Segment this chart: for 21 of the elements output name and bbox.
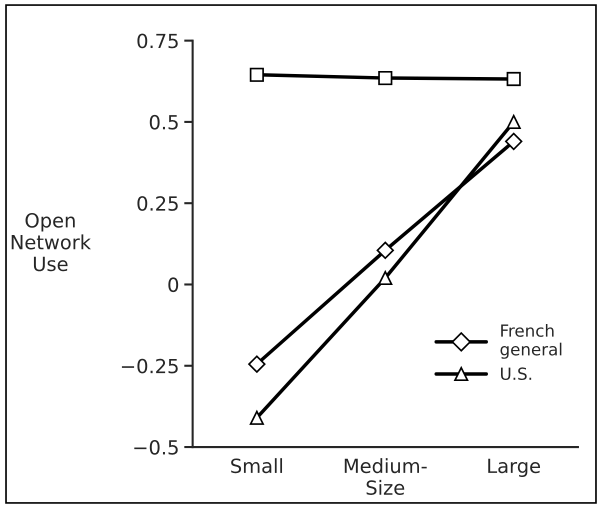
y-tick-label: 0.75 bbox=[137, 34, 178, 48]
point bbox=[250, 410, 264, 425]
y-tick-label: 0.25 bbox=[137, 196, 178, 211]
point bbox=[378, 270, 392, 286]
point bbox=[505, 132, 522, 150]
point bbox=[248, 355, 266, 373]
x-tick-label: Small bbox=[231, 458, 282, 474]
point bbox=[506, 114, 521, 130]
legend-label: U.S. bbox=[501, 367, 532, 380]
y-tick-label: −0.25 bbox=[122, 358, 178, 374]
point bbox=[376, 242, 394, 260]
legend-label: French general bbox=[500, 324, 562, 359]
y-tick-label: −0.5 bbox=[134, 440, 178, 455]
y-axis-title: Open Network Use bbox=[12, 213, 91, 272]
point bbox=[378, 70, 392, 86]
y-tick-label: 0 bbox=[168, 277, 178, 292]
point bbox=[250, 68, 264, 82]
x-tick-label: Medium- Size bbox=[344, 458, 427, 495]
x-tick-label: Large bbox=[488, 458, 540, 477]
y-tick-label: 0.5 bbox=[150, 114, 178, 130]
point bbox=[506, 72, 521, 86]
